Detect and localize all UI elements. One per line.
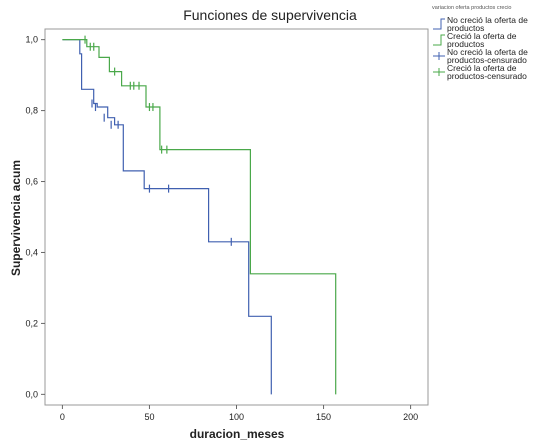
y-tick-label: 0,8 [25, 106, 38, 116]
x-tick-label: 50 [144, 412, 154, 422]
legend-label: No creció la oferta de productos-censurad… [447, 47, 528, 65]
plot-area [44, 28, 429, 406]
legend-line-symbol [433, 34, 445, 46]
legend-label: Creció la oferta de productos-censurado [447, 63, 527, 81]
x-tick-label: 100 [229, 412, 244, 422]
y-tick-label: 0,4 [25, 247, 38, 257]
y-tick-label: 0,0 [25, 389, 38, 399]
x-tick-label: 0 [60, 412, 65, 422]
chart-title: Funciones de supervivencia [183, 7, 357, 23]
x-tick-label: 200 [403, 412, 418, 422]
survival-curve-1 [62, 39, 272, 395]
series-layer [62, 35, 337, 395]
legend-label: No creció la oferta de productos [447, 15, 528, 33]
y-axis-label: Supervivencia acum [9, 160, 23, 276]
y-tick-label: 0,6 [25, 177, 38, 187]
legend: variacion oferta productos crecio No crec… [432, 5, 528, 81]
axis-ticks: 0 50 100 150 200 0,0 0,2 0,4 0,6 0,8 1,0 [25, 35, 418, 422]
legend-line-symbol [433, 18, 445, 30]
legend-title: variacion oferta productos crecio [432, 5, 511, 11]
x-axis-label: duracion_meses [190, 427, 285, 441]
x-tick-label: 150 [316, 412, 331, 422]
y-tick-label: 0,2 [25, 318, 38, 328]
legend-label: Creció la oferta de productos [447, 31, 517, 49]
survival-curve-2 [62, 39, 337, 395]
y-tick-label: 1,0 [25, 35, 38, 45]
